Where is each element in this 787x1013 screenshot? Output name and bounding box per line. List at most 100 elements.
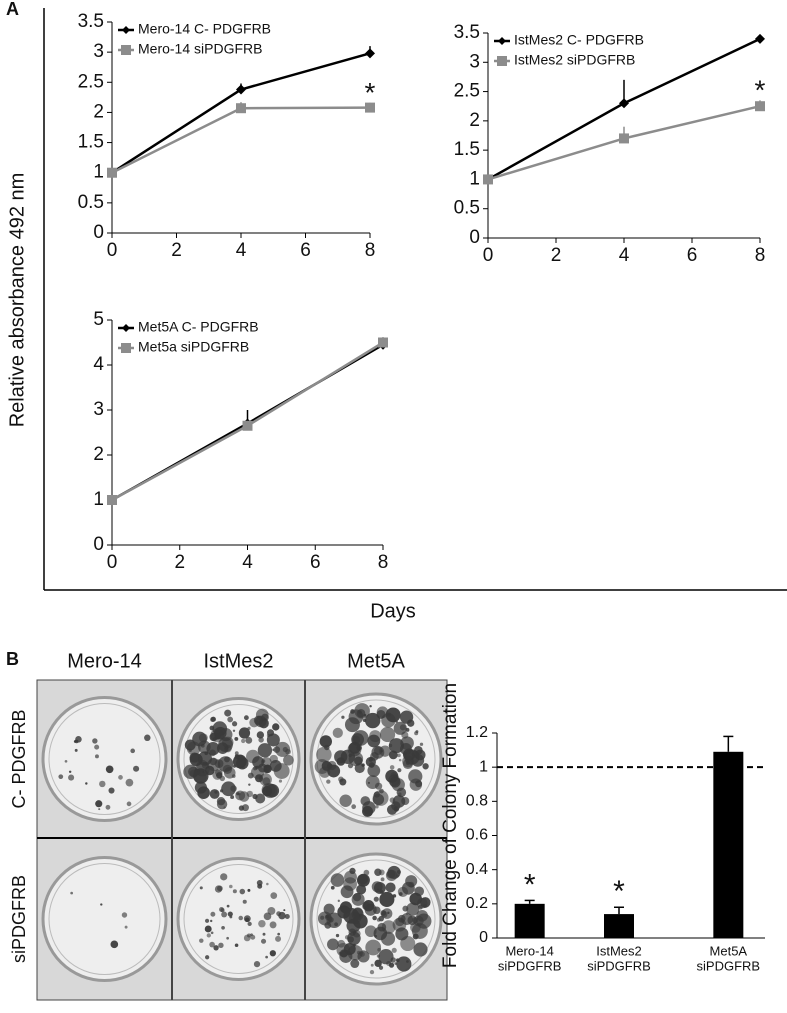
annotation: * [755,75,766,106]
colony [283,909,286,912]
plate [41,696,168,822]
colony [388,712,391,716]
colony [408,769,423,784]
colony [385,769,399,783]
colony [330,885,335,890]
y-tick-label: 1 [93,162,104,183]
colony [210,931,214,935]
legend-marker [121,45,131,55]
colony [406,902,420,916]
colony [377,922,387,932]
legend-marker [498,37,506,45]
colony [326,779,331,784]
colony [232,889,237,894]
row-label: siPDGFRB [9,875,29,963]
colony [365,712,381,729]
y-tick-label: 0.2 [466,895,488,912]
colony [391,947,397,953]
x-tick-label: 0 [107,240,118,261]
colony [397,753,401,758]
y-tick-label: 2.5 [454,81,480,102]
y-tick-label: 0 [479,929,488,946]
colony [284,913,290,920]
colony [349,867,356,875]
colony [234,736,239,741]
x-tick-label: Mero-14 [505,943,553,958]
colony [381,713,396,728]
colony [204,918,210,923]
point [365,102,375,113]
colony [399,710,414,724]
colony [221,925,225,930]
colony [227,716,234,723]
colony [270,892,278,899]
colony [94,744,100,750]
y-tick-label: 2.5 [78,71,104,92]
legend-label: IstMes2 siPDGFRB [514,52,635,68]
y-tick-label: 1 [469,168,480,189]
colony [379,726,396,743]
colony [230,795,235,800]
colony [74,748,78,752]
colony [64,759,68,763]
point [365,48,375,59]
y-tick-label: 0.8 [466,793,488,810]
row-label: C- PDGFRB [9,710,29,809]
colony [362,801,376,815]
colony [414,731,419,736]
colony [241,738,246,744]
colony [247,933,251,938]
bar [713,751,744,938]
colony [70,891,73,895]
colony [216,796,226,806]
colony [232,729,236,732]
colony [266,882,269,886]
colony [267,729,275,737]
legend-label: Met5a siPDGFRB [138,339,249,355]
colony [124,925,128,929]
annotation: * [524,868,536,901]
colony [369,730,382,743]
colony [395,958,400,963]
colony [85,782,88,785]
colony [365,775,380,790]
plate [41,856,168,982]
x-tick-label: 8 [755,245,766,266]
plate-inner [316,699,436,819]
colony [68,774,75,781]
colony [126,801,132,807]
legend-marker [122,324,130,332]
point [378,337,388,348]
colony [242,899,247,904]
x-tick-label: 6 [300,240,311,261]
x-tick-label: IstMes2 [596,943,642,958]
colony [348,928,357,937]
colony [364,903,377,916]
colony [257,883,263,889]
column-label: Mero-14 [67,650,141,672]
colony [317,911,332,926]
colony [234,751,239,756]
colony [352,730,369,746]
colony [417,897,428,909]
colony [98,808,101,811]
point [242,420,253,431]
colony [340,885,354,899]
colony [199,938,204,943]
colony [356,884,367,895]
colony [379,891,395,907]
colony [380,877,385,882]
y-tick-label: 1.2 [466,724,488,741]
x-tick-label: 6 [310,552,321,573]
colony [253,961,261,968]
colony [68,770,72,774]
colony [358,710,362,714]
colony [213,945,219,951]
colony [144,734,151,742]
y-tick-label: 1.5 [78,132,104,153]
colony [206,933,211,938]
colony [110,940,119,949]
colony [209,941,215,948]
colony [413,942,428,957]
